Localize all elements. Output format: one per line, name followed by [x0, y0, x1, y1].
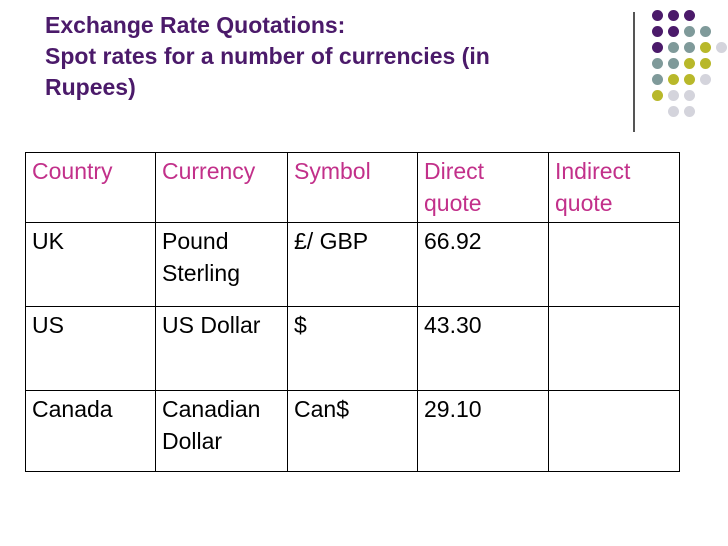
cell-symbol: Can$ [287, 390, 418, 472]
dot [668, 74, 679, 85]
slide-title: Exchange Rate Quotations: Spot rates for… [45, 10, 615, 103]
header-country: Country [25, 152, 156, 223]
cell-currency: Pound Sterling [155, 222, 288, 307]
header-direct-quote: Direct quote [417, 152, 549, 223]
table-row: Canada Canadian Dollar Can$ 29.10 [25, 390, 680, 472]
title-line-3: Rupees) [45, 74, 136, 100]
dot [684, 90, 695, 101]
dot [716, 42, 727, 53]
dot [652, 26, 663, 37]
dot [668, 26, 679, 37]
dot [684, 26, 695, 37]
cell-direct-quote: 43.30 [417, 306, 549, 391]
dot [652, 90, 663, 101]
dot [700, 74, 711, 85]
dot [652, 10, 663, 21]
exchange-rate-table: Country Currency Symbol Direct quote Ind… [25, 152, 680, 472]
dot [668, 106, 679, 117]
cell-currency: US Dollar [155, 306, 288, 391]
cell-direct-quote: 66.92 [417, 222, 549, 307]
divider-line [633, 12, 635, 132]
dot [684, 10, 695, 21]
cell-currency: Canadian Dollar [155, 390, 288, 472]
cell-country: US [25, 306, 156, 391]
dot [700, 26, 711, 37]
dot [668, 90, 679, 101]
dot [684, 74, 695, 85]
cell-country: UK [25, 222, 156, 307]
decorative-dot-grid [640, 10, 728, 120]
dot [684, 58, 695, 69]
dot [668, 58, 679, 69]
dot [652, 58, 663, 69]
dot [652, 74, 663, 85]
cell-indirect-quote [548, 306, 680, 391]
title-line-1: Exchange Rate Quotations: [45, 12, 346, 38]
title-line-2: Spot rates for a number of currencies (i… [45, 43, 490, 69]
header-symbol: Symbol [287, 152, 418, 223]
cell-indirect-quote [548, 222, 680, 307]
cell-country: Canada [25, 390, 156, 472]
table-row: US US Dollar $ 43.30 [25, 306, 680, 391]
dot [700, 42, 711, 53]
table-row: UK Pound Sterling £/ GBP 66.92 [25, 222, 680, 307]
dot [684, 106, 695, 117]
cell-direct-quote: 29.10 [417, 390, 549, 472]
table-header-row: Country Currency Symbol Direct quote Ind… [25, 152, 680, 223]
dot [668, 10, 679, 21]
cell-symbol: $ [287, 306, 418, 391]
dot [684, 42, 695, 53]
dot [668, 42, 679, 53]
dot [700, 58, 711, 69]
cell-indirect-quote [548, 390, 680, 472]
header-currency: Currency [155, 152, 288, 223]
header-indirect-quote: Indirect quote [548, 152, 680, 223]
dot [652, 42, 663, 53]
cell-symbol: £/ GBP [287, 222, 418, 307]
